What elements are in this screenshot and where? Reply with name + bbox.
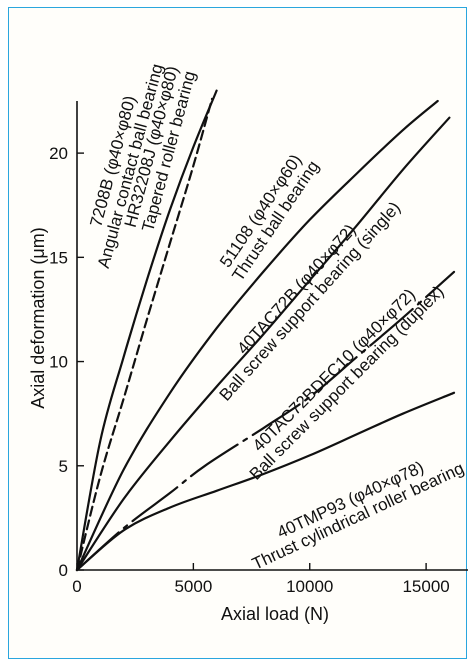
y-tick-label: 0 xyxy=(59,561,68,580)
series-line-hr32208j xyxy=(75,97,214,572)
y-tick-label: 20 xyxy=(49,144,68,163)
annotation-line: Thrust cylindrical roller bearing xyxy=(249,459,467,574)
series-line-51108 xyxy=(75,99,439,572)
x-tick-label: 10000 xyxy=(286,577,333,596)
axes: 0 5000 10000 15000 0 5 10 15 20 xyxy=(49,101,468,596)
y-axis-label: Axial deformation (μm) xyxy=(28,227,48,408)
x-axis-label: Axial load (N) xyxy=(221,604,329,624)
y-tick-label: 5 xyxy=(59,457,68,476)
y-tick-label: 10 xyxy=(49,353,68,372)
y-tick-label: 15 xyxy=(49,248,68,267)
annotation-40tac72b: 40TAC72B (φ40×φ72)Ball screw support bea… xyxy=(216,198,405,405)
x-tick-label: 5000 xyxy=(174,577,212,596)
chart-frame xyxy=(8,7,467,659)
series-layer xyxy=(75,89,456,572)
series-line-40tac72b xyxy=(75,116,451,572)
series-line-7208b xyxy=(75,89,218,572)
annotation-40tac72bdfc10: 40TAC72BDFC10 (φ40×φ72)Ball screw suppor… xyxy=(246,282,448,484)
series-line-40tmp93 xyxy=(75,391,456,572)
x-tick-label: 15000 xyxy=(402,577,449,596)
series-line-40tac72bdfc10 xyxy=(75,270,456,572)
x-tick-label: 0 xyxy=(72,577,81,596)
